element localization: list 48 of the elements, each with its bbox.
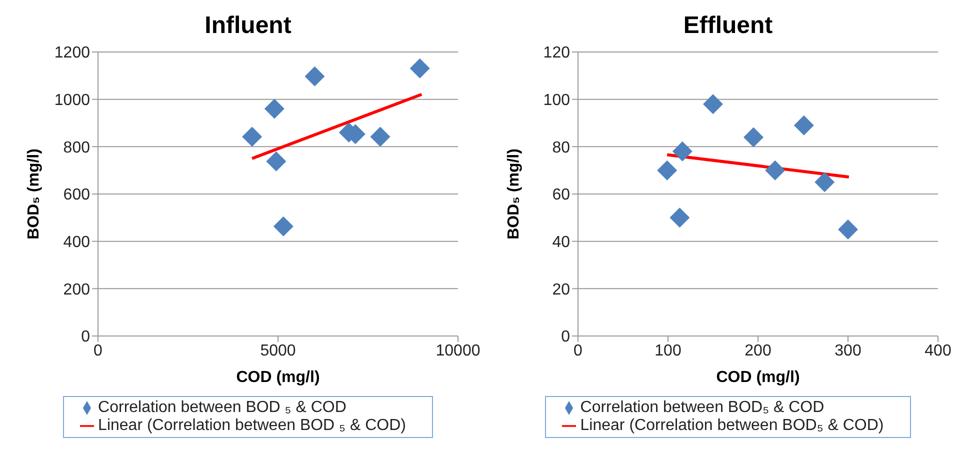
point bbox=[703, 94, 723, 114]
point bbox=[744, 127, 764, 148]
y-tick-label: 100 bbox=[543, 92, 570, 110]
x-tick-label: 5000 bbox=[260, 342, 296, 360]
y-tick-label: 1000 bbox=[54, 92, 90, 110]
y-tick-label: 120 bbox=[543, 44, 570, 62]
y-tick-label: 60 bbox=[552, 186, 570, 204]
x-tick-label: 10000 bbox=[436, 342, 480, 360]
y-tick-label: 1200 bbox=[54, 44, 90, 62]
x-tick-label: 100 bbox=[654, 342, 682, 360]
point bbox=[370, 126, 390, 147]
y-tick-label: 20 bbox=[552, 281, 570, 298]
chart-title: Effluent bbox=[682, 12, 774, 41]
point bbox=[672, 141, 692, 162]
point bbox=[838, 220, 858, 240]
x-axis-title: COD (mg/l) bbox=[236, 369, 320, 386]
legend-label: Linear (Correlation between BOD₅ & COD) bbox=[580, 417, 884, 434]
y-tick-label: 40 bbox=[552, 234, 570, 252]
legend-label: Correlation between BOD ₅ & COD bbox=[98, 399, 346, 416]
y-tick-label: 0 bbox=[561, 328, 570, 346]
point bbox=[273, 216, 294, 236]
legend-label: Correlation between BOD₅ & COD bbox=[580, 399, 824, 416]
x-tick-label: 300 bbox=[834, 342, 862, 360]
x-axis-title: COD (mg/l) bbox=[716, 369, 800, 386]
point bbox=[264, 98, 284, 119]
x-tick-label: 200 bbox=[744, 342, 772, 360]
point bbox=[670, 208, 690, 228]
y-tick-label: 80 bbox=[552, 139, 570, 156]
legend-label: Linear (Correlation between BOD ₅ & COD) bbox=[98, 417, 406, 434]
point bbox=[657, 160, 678, 180]
point bbox=[266, 151, 286, 172]
point bbox=[304, 66, 325, 86]
y-tick-label: 600 bbox=[63, 186, 90, 204]
point bbox=[765, 160, 786, 180]
point bbox=[410, 58, 430, 78]
y-axis-title: BOD₅ (mg/l) bbox=[506, 148, 523, 240]
point bbox=[242, 126, 262, 147]
y-tick-label: 200 bbox=[63, 281, 90, 298]
x-tick-label: 0 bbox=[94, 342, 103, 360]
point bbox=[794, 115, 814, 136]
y-tick-label: 0 bbox=[81, 328, 90, 346]
y-tick-label: 800 bbox=[63, 139, 90, 156]
y-tick-label: 400 bbox=[63, 234, 90, 252]
y-axis-title: BOD₅ (mg/l) bbox=[26, 148, 43, 240]
chart-title: Influent bbox=[204, 12, 292, 41]
x-tick-label: 0 bbox=[574, 342, 583, 360]
x-tick-label: 400 bbox=[924, 342, 952, 360]
point bbox=[814, 172, 835, 192]
